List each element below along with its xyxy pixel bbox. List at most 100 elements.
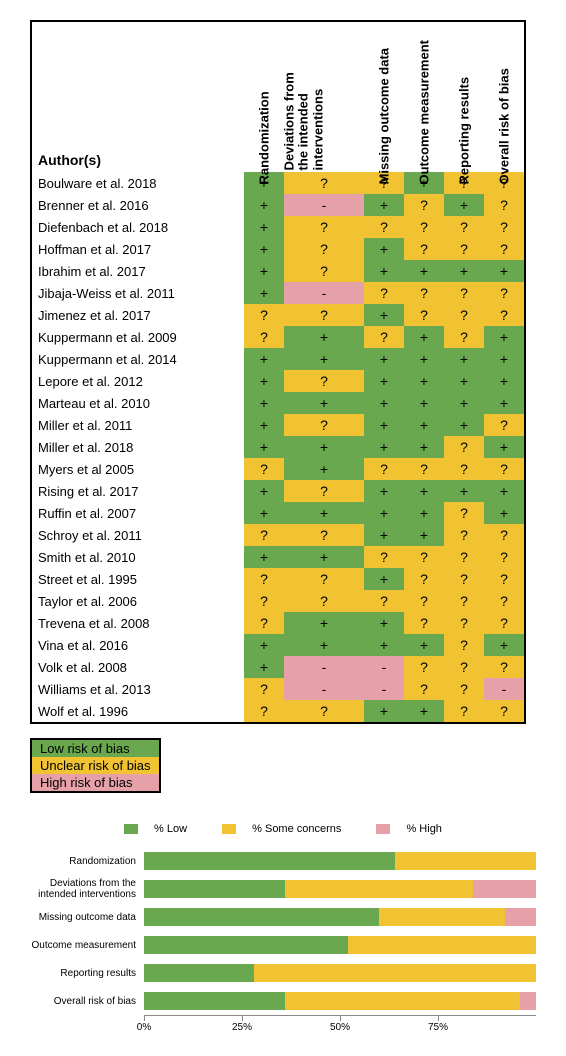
author-cell: Kuppermann et al. 2009 xyxy=(31,326,244,348)
bar-segment-high xyxy=(473,880,536,898)
risk-cell: ? xyxy=(404,590,444,612)
risk-cell: + xyxy=(244,502,284,524)
risk-cell: ? xyxy=(484,282,525,304)
bar-chart-grid: RandomizationDeviations from the intende… xyxy=(30,847,536,1036)
risk-cell: + xyxy=(284,436,364,458)
table-row: Brenner et al. 2016+-+?+? xyxy=(31,194,525,216)
risk-cell: + xyxy=(364,436,404,458)
table-row: Ibrahim et al. 2017+?++++ xyxy=(31,260,525,282)
risk-cell: ? xyxy=(404,612,444,634)
risk-cell: ? xyxy=(244,678,284,700)
author-cell: Street et al. 1995 xyxy=(31,568,244,590)
risk-cell: + xyxy=(364,568,404,590)
table-row: Miller et al. 2018++++?+ xyxy=(31,436,525,458)
x-axis: 0%25%50%75% xyxy=(144,1015,536,1036)
swatch-high xyxy=(376,824,390,834)
risk-cell: + xyxy=(404,634,444,656)
bar-segment-some xyxy=(379,908,504,926)
risk-cell: + xyxy=(244,216,284,238)
risk-cell: - xyxy=(364,656,404,678)
author-cell: Kuppermann et al. 2014 xyxy=(31,348,244,370)
risk-cell: + xyxy=(484,480,525,502)
author-cell: Trevena et al. 2008 xyxy=(31,612,244,634)
risk-cell: ? xyxy=(404,216,444,238)
risk-cell: ? xyxy=(444,678,484,700)
risk-cell: + xyxy=(404,392,444,414)
bar-segment-low xyxy=(144,936,348,954)
author-cell: Taylor et al. 2006 xyxy=(31,590,244,612)
risk-cell: ? xyxy=(484,194,525,216)
author-cell: Lepore et al. 2012 xyxy=(31,370,244,392)
risk-cell: ? xyxy=(484,524,525,546)
bar-chart-legend: % Low % Some concerns % High xyxy=(30,823,536,837)
author-cell: Miller et al. 2018 xyxy=(31,436,244,458)
risk-cell: ? xyxy=(484,590,525,612)
author-cell: Miller et al. 2011 xyxy=(31,414,244,436)
risk-cell: + xyxy=(444,260,484,282)
risk-of-bias-table: Author(s) RandomizationDeviations from t… xyxy=(30,20,526,724)
author-cell: Myers et al 2005 xyxy=(31,458,244,480)
summary-bar-chart: % Low % Some concerns % High Randomizati… xyxy=(30,823,536,1036)
author-cell: Ruffin et al. 2007 xyxy=(31,502,244,524)
risk-cell: ? xyxy=(284,370,364,392)
risk-cell: + xyxy=(284,502,364,524)
risk-cell: ? xyxy=(284,568,364,590)
author-cell: Volk et al. 2008 xyxy=(31,656,244,678)
risk-cell: ? xyxy=(484,656,525,678)
risk-cell: ? xyxy=(404,656,444,678)
risk-cell: ? xyxy=(364,282,404,304)
risk-cell: ? xyxy=(404,282,444,304)
author-cell: Rising et al. 2017 xyxy=(31,480,244,502)
risk-cell: + xyxy=(364,238,404,260)
table-row: Smith et al. 2010++???? xyxy=(31,546,525,568)
risk-cell: ? xyxy=(244,458,284,480)
risk-cell: + xyxy=(364,260,404,282)
risk-cell: + xyxy=(404,348,444,370)
legend-row: High risk of bias xyxy=(32,774,159,791)
risk-cell: - xyxy=(284,656,364,678)
risk-cell: + xyxy=(364,700,404,723)
risk-cell: + xyxy=(244,634,284,656)
risk-cell: + xyxy=(444,480,484,502)
table-row: Ruffin et al. 2007++++?+ xyxy=(31,502,525,524)
legend-box: Low risk of biasUnclear risk of biasHigh… xyxy=(30,738,161,793)
bar-label: Overall risk of bias xyxy=(30,996,140,1007)
risk-cell: ? xyxy=(404,546,444,568)
risk-cell: ? xyxy=(404,304,444,326)
risk-cell: ? xyxy=(364,216,404,238)
risk-cell: ? xyxy=(444,282,484,304)
risk-cell: + xyxy=(444,348,484,370)
bar-label: Reporting results xyxy=(30,968,140,979)
risk-cell: + xyxy=(484,260,525,282)
risk-cell: + xyxy=(244,392,284,414)
risk-cell: + xyxy=(284,546,364,568)
domain-header: Outcome measurement xyxy=(404,21,444,172)
risk-cell: + xyxy=(404,326,444,348)
risk-cell: ? xyxy=(364,458,404,480)
risk-cell: ? xyxy=(284,414,364,436)
risk-cell: + xyxy=(444,194,484,216)
table-row: Kuppermann et al. 2009?+?+?+ xyxy=(31,326,525,348)
risk-cell: + xyxy=(364,348,404,370)
risk-cell: + xyxy=(404,370,444,392)
table-row: Diefenbach et al. 2018+????? xyxy=(31,216,525,238)
risk-cell: + xyxy=(244,194,284,216)
table-row: Street et al. 1995??+??? xyxy=(31,568,525,590)
risk-cell: + xyxy=(364,502,404,524)
risk-cell: ? xyxy=(444,436,484,458)
risk-cell: ? xyxy=(444,238,484,260)
table-row: Volk et al. 2008+--??? xyxy=(31,656,525,678)
risk-cell: - xyxy=(364,678,404,700)
bar-track xyxy=(144,936,536,954)
risk-cell: + xyxy=(404,260,444,282)
domain-header: Overall risk of bias xyxy=(484,21,525,172)
risk-cell: ? xyxy=(444,700,484,723)
risk-cell: + xyxy=(364,612,404,634)
risk-cell: ? xyxy=(244,524,284,546)
risk-cell: ? xyxy=(444,524,484,546)
risk-cell: + xyxy=(484,634,525,656)
risk-cell: ? xyxy=(484,216,525,238)
risk-cell: + xyxy=(284,326,364,348)
risk-cell: - xyxy=(484,678,525,700)
bar-segment-low xyxy=(144,852,395,870)
